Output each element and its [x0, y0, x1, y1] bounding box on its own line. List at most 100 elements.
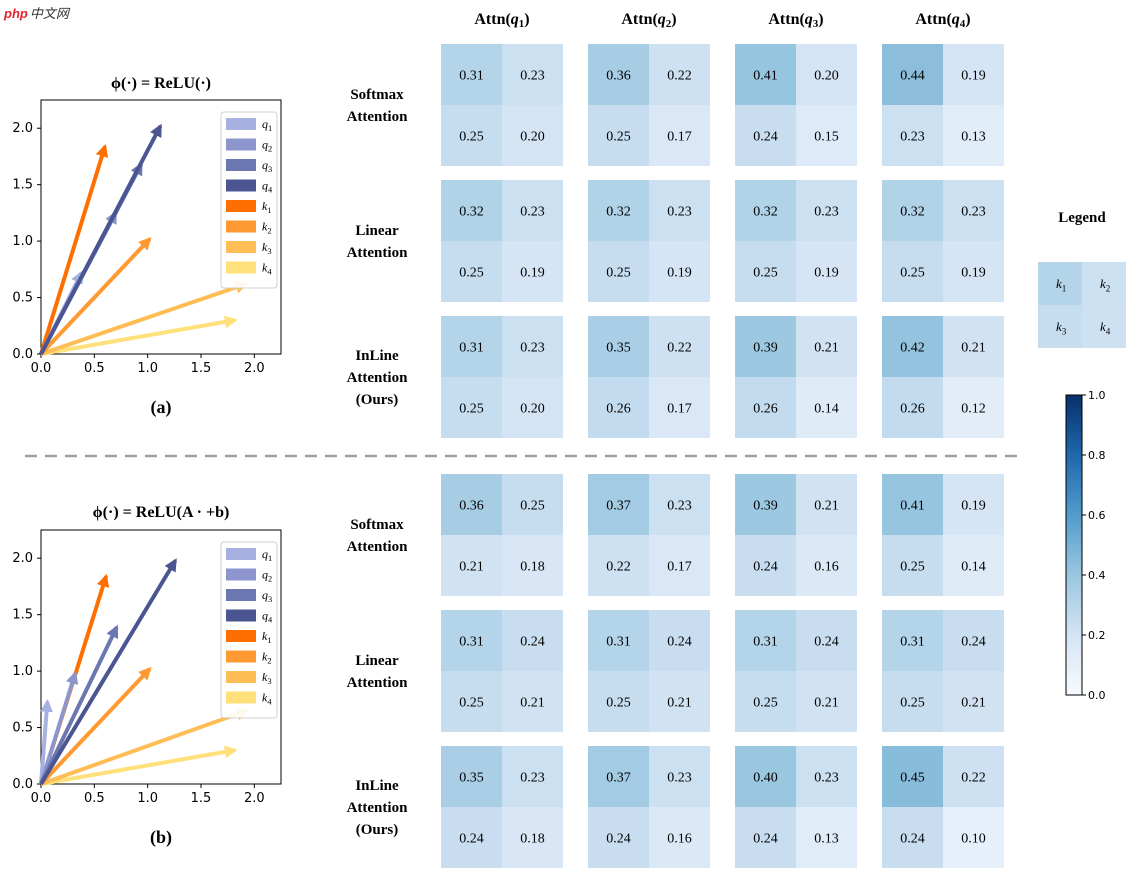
row-label: Attention	[347, 370, 408, 386]
cell-value: 0.18	[520, 560, 545, 575]
legend-label-k3: k3	[262, 240, 272, 256]
cell-value: 0.44	[900, 69, 925, 84]
vector-k2	[39, 666, 152, 786]
cell-value: 0.31	[459, 635, 484, 650]
legend-swatch-k1	[226, 200, 256, 212]
cell-value: 0.25	[606, 266, 631, 281]
x-tick-label: 0.0	[31, 791, 52, 806]
legend-cell-label-k3: k3	[1056, 319, 1067, 336]
heatmap-cell	[735, 671, 796, 732]
legend-cell-label-k2: k2	[1100, 276, 1111, 293]
watermark-suffix: 中文网	[29, 6, 69, 21]
heatmap-cell	[882, 105, 943, 166]
column-header-q4: Attn(q4)	[915, 11, 970, 30]
legend-swatch-k2	[226, 650, 256, 663]
heatmap-cell	[649, 807, 710, 868]
vector-k2	[39, 236, 152, 356]
cell-value: 0.25	[753, 266, 778, 281]
heatmap-cell	[441, 316, 502, 377]
cell-value: 0.32	[753, 205, 778, 220]
x-tick-label: 2.0	[244, 791, 265, 806]
x-tick-label: 1.5	[191, 791, 212, 806]
heatmap-cell	[588, 474, 649, 535]
cell-value: 0.24	[606, 832, 631, 847]
cell-value: 0.21	[459, 560, 484, 575]
heatmap-legend: Legend k1 k2 k3 k4	[1038, 210, 1126, 348]
cell-value: 0.19	[961, 499, 986, 514]
vector-plot-b: ϕ(·) = ReLU(A · +b) (b) 0.0 0.5 1.0 1.5 2.0 0.0…	[12, 504, 282, 848]
vector-q4	[39, 123, 163, 355]
heatmap-cell	[588, 180, 649, 241]
heatmap-cell	[943, 180, 1004, 241]
row-label: (Ours)	[356, 822, 399, 838]
cell-value: 0.21	[520, 696, 545, 711]
legend-swatch-k1	[226, 630, 256, 642]
heatmap-cell	[502, 746, 563, 807]
plot-legend: q1 q2 q3 q4 k1 k2 k3 k4	[220, 541, 278, 719]
cell-value: 0.41	[753, 69, 778, 84]
x-tick-label: 1.5	[191, 361, 212, 376]
cell-value: 0.23	[667, 771, 692, 786]
cell-value: 0.23	[520, 69, 545, 84]
cell-value: 0.25	[520, 499, 545, 514]
cell-value: 0.37	[606, 771, 631, 786]
heatmap-cell	[735, 535, 796, 596]
legend-title: Legend	[1058, 210, 1106, 226]
cell-value: 0.37	[606, 499, 631, 514]
cell-value: 0.24	[667, 635, 692, 650]
heatmap-cell	[735, 105, 796, 166]
legend-label-k4: k4	[262, 261, 272, 277]
legend-label-q1: q1	[262, 547, 272, 563]
cell-value: 0.25	[900, 266, 925, 281]
heatmap-cell	[649, 377, 710, 438]
heatmap-cell	[441, 377, 502, 438]
cell-value: 0.23	[667, 499, 692, 514]
heatmap-cell	[796, 474, 857, 535]
cell-value: 0.16	[667, 832, 692, 847]
heatmap-cell	[943, 105, 1004, 166]
cell-value: 0.25	[459, 266, 484, 281]
cell-value: 0.25	[459, 130, 484, 145]
legend-label-k1: k1	[262, 629, 272, 645]
heatmap-cell	[588, 671, 649, 732]
heatmap-cell	[882, 377, 943, 438]
heatmap-cell	[649, 610, 710, 671]
heatmap-cell	[882, 671, 943, 732]
heatmap-cell	[588, 377, 649, 438]
heatmap-cell	[943, 316, 1004, 377]
heatmap-cell	[588, 746, 649, 807]
row-label: Attention	[347, 245, 408, 261]
cell-value: 0.21	[961, 696, 986, 711]
heatmap-cell	[943, 535, 1004, 596]
cell-value: 0.25	[459, 402, 484, 417]
row-label: Softmax	[350, 517, 404, 533]
heatmap-cell	[735, 746, 796, 807]
vector-k1	[39, 143, 109, 355]
cell-value: 0.16	[814, 560, 839, 575]
panel-label: (a)	[151, 397, 172, 418]
legend-swatch-k2	[226, 220, 256, 233]
heatmap-cell	[502, 610, 563, 671]
heatmap-cell	[796, 746, 857, 807]
row-label: Attention	[347, 675, 408, 691]
cell-value: 0.35	[459, 771, 484, 786]
legend-label-q3: q3	[262, 158, 272, 174]
heatmap-cell	[441, 474, 502, 535]
heatmap-cell	[441, 746, 502, 807]
row-label: Attention	[347, 539, 408, 555]
y-tick-label: 1.0	[12, 664, 33, 679]
vector-k3	[40, 708, 250, 786]
heatmap-cell	[943, 474, 1004, 535]
heatmap-cell	[735, 44, 796, 105]
heatmap-cell	[735, 241, 796, 302]
heatmap-cell	[502, 241, 563, 302]
cell-value: 0.15	[814, 130, 839, 145]
heatmap-cell	[649, 316, 710, 377]
cell-value: 0.24	[520, 635, 545, 650]
cell-value: 0.17	[667, 560, 692, 575]
heatmap-cell	[882, 746, 943, 807]
row-label: InLine	[355, 348, 399, 364]
legend-cell	[1082, 305, 1126, 348]
cell-value: 0.26	[753, 402, 778, 417]
cell-value: 0.20	[814, 69, 839, 84]
